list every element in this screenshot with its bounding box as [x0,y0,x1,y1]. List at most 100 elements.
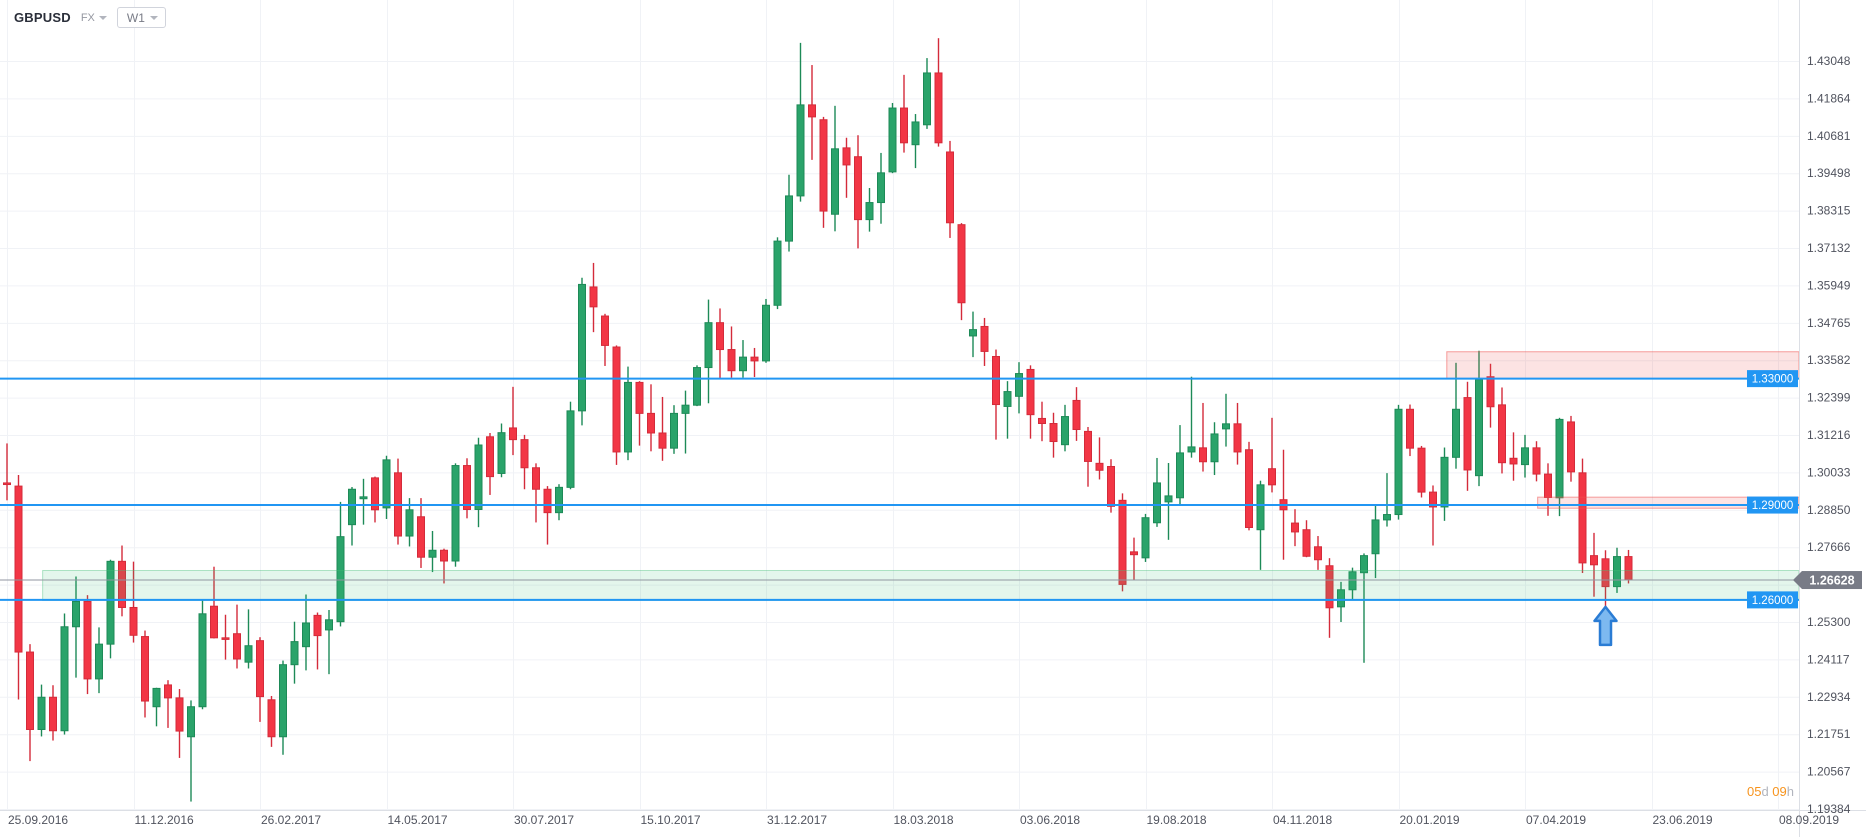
candle-body [1291,522,1299,533]
candle-down [394,458,402,545]
candle-body [1118,499,1127,585]
price-tick-label: 1.19384 [1807,802,1851,816]
candle-down [371,476,379,523]
candle-body [969,329,977,337]
candle-up [1061,404,1069,452]
candle-body [474,444,483,510]
candle-down [463,458,471,519]
candle-up [923,58,931,129]
price-axis[interactable]: 1.43048 1.41864 1.40681 1.39498 1.38315 1.371… [1807,54,1851,816]
date-tick-label: 31.12.2017 [767,813,827,827]
candle-down [1463,381,1472,491]
candle-up [244,609,253,669]
candle-down [946,140,954,238]
date-tick-label: 23.06.2019 [1653,813,1713,827]
date-tick-label: 11.12.2016 [135,813,194,827]
price-level-label-text: 1.29000 [1752,500,1794,512]
candle-body [497,432,506,474]
candle-down [1026,365,1035,439]
candle-body [624,381,632,453]
candle-body [520,439,529,469]
candle-body [1049,423,1058,443]
candle-body [1061,416,1069,446]
candle-body [152,687,161,708]
candle-body [658,432,667,449]
price-level-label: 1.33000 [1747,370,1798,388]
candle-body [279,664,287,738]
candle-down [129,561,138,643]
supply-zone-upper[interactable] [1446,351,1800,380]
candle-body [601,315,609,346]
candle-body [842,147,851,166]
countdown-hours-unit: h [1786,784,1794,799]
candle-body [1256,484,1265,531]
candle-body [302,622,310,648]
candle-body [175,697,184,732]
candle-body [256,640,264,698]
candle-up [1003,381,1012,439]
candle-up [762,298,770,363]
candle-up [773,237,782,310]
candle-body [704,322,713,369]
chevron-down-icon [149,15,158,20]
candle-down [532,463,540,523]
candle-body [221,637,230,640]
candle-body [198,613,207,708]
candle-up [1371,504,1380,579]
candle-body [739,356,747,372]
candle-down [1233,402,1242,465]
candle-body [1084,430,1092,462]
candle-down [1095,437,1104,480]
candle-body [1613,556,1621,588]
market-dropdown[interactable]: FX [81,12,107,24]
candle-body [796,104,805,197]
candle-down [118,545,126,617]
bar-close-countdown: 05d 09h [1714,784,1794,799]
candle-body [26,651,34,730]
candle-up [95,627,103,694]
candle-up [359,478,368,525]
price-tick-label: 1.38315 [1807,204,1851,218]
candle-up [1348,567,1357,600]
candle-body [911,121,920,146]
candle-down [842,137,851,198]
timeframe-dropdown[interactable]: W1 [116,7,166,28]
candle-body [60,626,69,732]
candle-body [1498,404,1506,464]
candle-down [635,381,644,446]
candle-down [1072,387,1081,441]
candle-body [1268,468,1276,486]
current-price-text: 1.26628 [1809,574,1854,588]
candle-body [1095,462,1104,471]
up-arrow-annotation[interactable] [1593,605,1618,647]
candle-down [1578,458,1587,574]
candle-down [1302,520,1311,558]
price-level-label-text: 1.33000 [1752,374,1794,386]
candle-body [1371,519,1380,555]
candle-up [405,498,414,547]
candle-down [1107,459,1115,513]
date-tick-label: 20.01.2019 [1400,813,1460,827]
candle-body [900,107,908,144]
price-tick-label: 1.27666 [1807,540,1851,554]
candle-up [1141,513,1150,562]
candle-down [1498,387,1506,474]
candle-up [428,530,437,573]
candle-up [187,700,195,802]
time-axis[interactable]: 25.09.2016 11.12.2016 26.02.2017 14.05.2017… [8,813,1839,827]
demand-zone[interactable] [42,569,1800,602]
candle-up [1210,422,1219,476]
candle-body [865,202,874,221]
candle-body [1003,391,1012,407]
candle-down [210,566,218,639]
symbol-label[interactable]: GBPUSD [14,10,71,25]
candle-body [1233,423,1242,453]
date-tick-label: 04.11.2018 [1273,813,1332,827]
current-price-box [1802,571,1862,590]
candle-down [934,38,943,147]
candle-body [37,696,46,730]
candle-body [1153,482,1161,524]
candles-series [3,38,1633,802]
price-tick-label: 1.40681 [1807,129,1851,143]
